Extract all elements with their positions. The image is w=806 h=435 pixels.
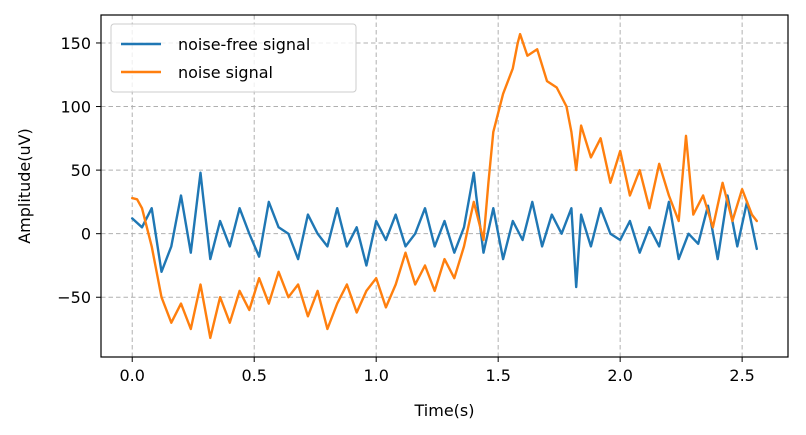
legend-label-noise: noise signal: [178, 63, 273, 82]
series-line-noise-free: [130, 171, 758, 289]
legend-label-noise-free: noise-free signal: [178, 35, 310, 54]
y-axis-title: Amplitude(uV): [15, 128, 34, 244]
legend-box: [110, 23, 357, 93]
y-tick-label: −50: [57, 288, 91, 307]
x-tick-label: 2.5: [729, 366, 754, 385]
series-lines: [130, 32, 758, 340]
y-tick-label: 100: [60, 98, 91, 117]
x-tick-label: 1.0: [363, 366, 388, 385]
x-axis-title: Time(s): [414, 401, 475, 420]
y-tick-label: 0: [81, 225, 91, 244]
axis-ticks: 0.0 0.5 1.0 1.5 2.0 2.5 −50 0 50 100 150: [57, 34, 755, 385]
x-tick-label: 2.0: [607, 366, 632, 385]
x-tick-label: 1.5: [485, 366, 510, 385]
y-tick-label: 50: [71, 161, 91, 180]
x-tick-label: 0.0: [120, 366, 145, 385]
plot-frame: [100, 14, 789, 358]
y-tick-label: 150: [60, 34, 91, 53]
legend: noise-free signal noise signal: [110, 23, 357, 93]
x-tick-label: 0.5: [241, 366, 266, 385]
series-line-noise: [130, 32, 758, 340]
